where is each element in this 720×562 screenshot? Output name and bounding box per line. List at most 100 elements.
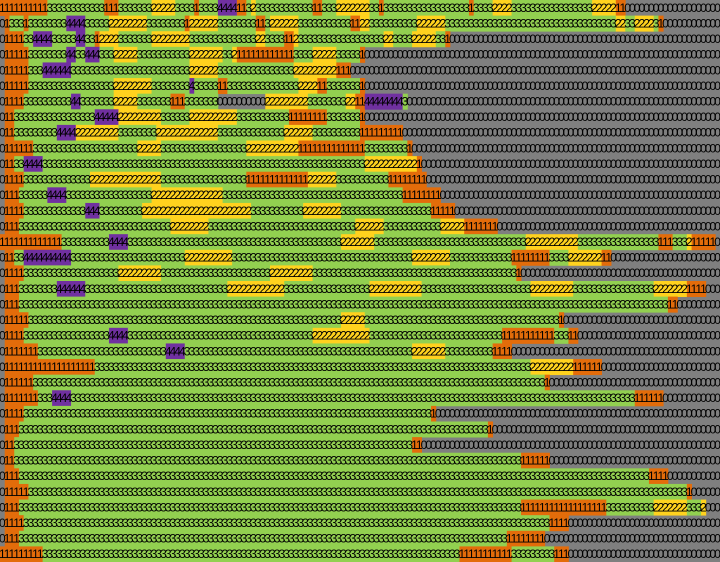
grid-digit: 2: [316, 48, 323, 62]
grid-digit: 2: [113, 94, 120, 108]
grid-digit: 3: [354, 79, 361, 93]
grid-digit: 4: [37, 32, 44, 46]
grid-digit: 0: [534, 48, 541, 62]
grid-digit: 0: [705, 1, 712, 15]
grid-digit: 4: [387, 94, 394, 108]
grid-digit: 0: [383, 63, 390, 77]
grid-digit: 0: [421, 48, 428, 62]
grid-digit: 3: [269, 32, 276, 46]
value-3-segment: [473, 0, 494, 17]
grid-digit: 0: [705, 63, 712, 77]
grid-digit: 3: [132, 1, 139, 15]
grid-digit: 0: [643, 79, 650, 93]
grid-digit: 0: [582, 94, 589, 108]
grid-digit: 3: [269, 63, 276, 77]
grid-digit: 0: [553, 94, 560, 108]
grid-digit: 3: [226, 16, 233, 30]
grid-digit: 3: [525, 1, 532, 15]
grid-digit: 4: [80, 16, 87, 30]
grid-digit: 3: [563, 1, 570, 15]
grid-digit: 3: [127, 32, 134, 46]
grid-row: 0113333333333333333333333333333333333333…: [0, 437, 720, 454]
grid-digit: 3: [155, 94, 162, 108]
grid-digit: 0: [634, 32, 641, 46]
grid-digit: 3: [160, 16, 167, 30]
grid-digit: 0: [534, 32, 541, 46]
grid-digit: 0: [657, 1, 664, 15]
grid-digit: 0: [463, 32, 470, 46]
grid-digit: 0: [487, 48, 494, 62]
grid-digit: 2: [596, 1, 603, 15]
grid-digit: 0: [601, 94, 608, 108]
grid-digit: 0: [482, 94, 489, 108]
grid-digit: 1: [468, 1, 475, 15]
value-3-segment: [80, 93, 115, 110]
grid-digit: 3: [312, 94, 319, 108]
grid-digit: 4: [46, 32, 53, 46]
grid-digit: 2: [122, 48, 129, 62]
grid-digit: 0: [487, 79, 494, 93]
value-1-segment: [194, 0, 200, 17]
value-2-segment: [265, 93, 309, 110]
grid-digit: 0: [629, 94, 636, 108]
grid-digit: 0: [591, 32, 598, 46]
grid-digit: 0: [695, 48, 702, 62]
grid-digit: 3: [170, 63, 177, 77]
grid-digit: 1: [18, 94, 25, 108]
grid-digit: 3: [170, 79, 177, 93]
value-1-segment: [255, 15, 266, 32]
grid-digit: 3: [331, 1, 338, 15]
grid-digit: 0: [624, 32, 631, 46]
grid-digit: 3: [283, 63, 290, 77]
grid-digit: 3: [37, 48, 44, 62]
grid-row: 0111133444433333443312222333333322222222…: [0, 31, 720, 48]
grid-digit: 4: [94, 48, 101, 62]
grid-digit: 0: [691, 94, 698, 108]
grid-digit: 3: [231, 63, 238, 77]
value-2-segment: [293, 31, 299, 48]
grid-digit: 0: [601, 48, 608, 62]
grid-digit: 2: [184, 32, 191, 46]
value-3-segment: [52, 31, 77, 48]
grid-digit: 1: [255, 16, 262, 30]
grid-digit: 1: [174, 94, 181, 108]
grid-digit: 3: [151, 94, 158, 108]
grid-digit: 3: [61, 16, 68, 30]
grid-digit: 0: [596, 63, 603, 77]
value-4-segment: [85, 46, 100, 63]
grid-digit: 0: [563, 79, 570, 93]
grid-digit: 0: [544, 94, 551, 108]
grid-digit: 0: [496, 32, 503, 46]
grid-digit: 2: [193, 16, 200, 30]
grid-digit: 3: [406, 1, 413, 15]
grid-digit: 0: [373, 48, 380, 62]
grid-digit: 3: [193, 79, 200, 93]
grid-digit: 3: [136, 63, 143, 77]
value-2-segment: [189, 46, 224, 63]
grid-digit: 1: [170, 94, 177, 108]
grid-digit: 0: [359, 63, 366, 77]
value-1-segment: [312, 0, 323, 17]
grid-digit: 2: [297, 63, 304, 77]
value-1-segment: [468, 0, 475, 17]
grid-digit: 3: [241, 16, 248, 30]
grid-digit: 3: [184, 79, 191, 93]
grid-digit: 1: [4, 48, 11, 62]
grid-digit: 3: [383, 16, 390, 30]
value-1-segment: [615, 0, 626, 17]
grid-digit: 4: [217, 1, 224, 15]
grid-digit: 3: [544, 16, 551, 30]
grid-digit: 3: [179, 63, 186, 77]
grid-digit: 2: [430, 32, 437, 46]
grid-digit: 0: [387, 48, 394, 62]
grid-digit: 2: [174, 32, 181, 46]
grid-digit: 3: [482, 1, 489, 15]
grid-digit: 2: [170, 1, 177, 15]
grid-digit: 3: [61, 32, 68, 46]
grid-digit: 3: [340, 48, 347, 62]
value-4-segment: [364, 93, 404, 110]
grid-digit: 3: [70, 63, 77, 77]
grid-digit: 1: [18, 79, 25, 93]
value-1-segment: [217, 78, 228, 95]
grid-digit: 0: [615, 79, 622, 93]
